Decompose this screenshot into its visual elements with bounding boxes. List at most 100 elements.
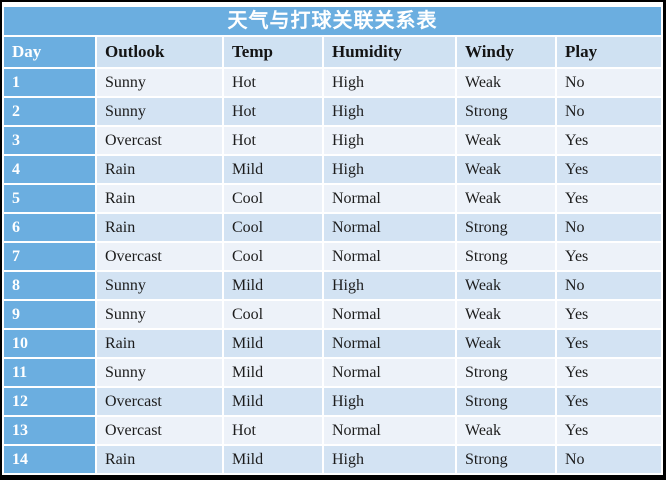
data-cell: Mild (224, 330, 322, 357)
data-cell: No (557, 446, 661, 473)
column-header-windy: Windy (457, 37, 555, 67)
data-cell: Cool (224, 243, 322, 270)
data-cell: Weak (457, 127, 555, 154)
data-cell: Sunny (97, 272, 222, 299)
table-body: 1 Sunny Hot High Weak No 2 Sunny Hot High Strong No… (4, 69, 661, 473)
data-cell: Sunny (97, 69, 222, 96)
data-cell: Overcast (97, 243, 222, 270)
data-cell: Sunny (97, 359, 222, 386)
data-cell: High (324, 156, 455, 183)
data-cell: Yes (557, 156, 661, 183)
data-cell: Rain (97, 446, 222, 473)
data-cell: Mild (224, 446, 322, 473)
data-cell: Normal (324, 301, 455, 328)
data-cell: Mild (224, 359, 322, 386)
data-cell: Weak (457, 301, 555, 328)
data-cell: Overcast (97, 388, 222, 415)
data-cell: Normal (324, 185, 455, 212)
day-cell: 3 (4, 127, 95, 154)
table-row: 12 Overcast Mild High Strong Yes (4, 388, 661, 415)
data-cell: Weak (457, 156, 555, 183)
data-cell: Normal (324, 359, 455, 386)
data-cell: Weak (457, 185, 555, 212)
table-row: 10 Rain Mild Normal Weak Yes (4, 330, 661, 357)
day-cell: 9 (4, 301, 95, 328)
data-cell: Cool (224, 301, 322, 328)
day-cell: 13 (4, 417, 95, 444)
table-header-row: Day Outlook Temp Humidity Windy Play (4, 37, 661, 67)
day-cell: 14 (4, 446, 95, 473)
day-cell: 11 (4, 359, 95, 386)
data-cell: No (557, 272, 661, 299)
data-cell: Yes (557, 243, 661, 270)
data-cell: Strong (457, 98, 555, 125)
data-cell: Normal (324, 330, 455, 357)
data-cell: Yes (557, 301, 661, 328)
data-cell: Hot (224, 69, 322, 96)
data-cell: Yes (557, 417, 661, 444)
weather-play-table: Day Outlook Temp Humidity Windy Play 1 Su… (2, 35, 663, 475)
table-row: 8 Sunny Mild High Weak No (4, 272, 661, 299)
data-cell: Overcast (97, 127, 222, 154)
day-cell: 5 (4, 185, 95, 212)
data-cell: Rain (97, 330, 222, 357)
data-cell: Cool (224, 185, 322, 212)
table-row: 1 Sunny Hot High Weak No (4, 69, 661, 96)
data-cell: Strong (457, 243, 555, 270)
data-cell: Yes (557, 185, 661, 212)
data-cell: Hot (224, 127, 322, 154)
data-cell: Yes (557, 359, 661, 386)
data-cell: High (324, 446, 455, 473)
data-cell: Weak (457, 417, 555, 444)
day-cell: 6 (4, 214, 95, 241)
table-row: 14 Rain Mild High Strong No (4, 446, 661, 473)
table-title: 天气与打球关联关系表 (4, 7, 661, 35)
day-cell: 10 (4, 330, 95, 357)
data-cell: Rain (97, 156, 222, 183)
data-cell: No (557, 98, 661, 125)
column-header-temp: Temp (224, 37, 322, 67)
data-cell: Mild (224, 156, 322, 183)
column-header-humidity: Humidity (324, 37, 455, 67)
data-cell: Normal (324, 417, 455, 444)
data-cell: No (557, 214, 661, 241)
data-cell: Strong (457, 359, 555, 386)
data-cell: Strong (457, 388, 555, 415)
table-row: 5 Rain Cool Normal Weak Yes (4, 185, 661, 212)
table-row: 6 Rain Cool Normal Strong No (4, 214, 661, 241)
table-row: 3 Overcast Hot High Weak Yes (4, 127, 661, 154)
table-row: 11 Sunny Mild Normal Strong Yes (4, 359, 661, 386)
data-cell: High (324, 127, 455, 154)
data-cell: High (324, 388, 455, 415)
data-cell: Yes (557, 330, 661, 357)
data-cell: Strong (457, 446, 555, 473)
data-cell: No (557, 69, 661, 96)
table-row: 9 Sunny Cool Normal Weak Yes (4, 301, 661, 328)
column-header-day: Day (4, 37, 95, 67)
data-cell: Hot (224, 417, 322, 444)
day-cell: 7 (4, 243, 95, 270)
data-cell: High (324, 69, 455, 96)
data-cell: Mild (224, 388, 322, 415)
data-cell: Weak (457, 69, 555, 96)
data-cell: Rain (97, 185, 222, 212)
data-cell: Sunny (97, 301, 222, 328)
data-cell: Yes (557, 388, 661, 415)
data-cell: Weak (457, 272, 555, 299)
table-row: 2 Sunny Hot High Strong No (4, 98, 661, 125)
day-cell: 4 (4, 156, 95, 183)
day-cell: 1 (4, 69, 95, 96)
data-cell: Normal (324, 243, 455, 270)
data-cell: Strong (457, 214, 555, 241)
data-cell: Hot (224, 98, 322, 125)
data-cell: High (324, 98, 455, 125)
day-cell: 2 (4, 98, 95, 125)
data-cell: Mild (224, 272, 322, 299)
data-cell: Yes (557, 127, 661, 154)
data-cell: Weak (457, 330, 555, 357)
data-cell: Sunny (97, 98, 222, 125)
data-cell: Cool (224, 214, 322, 241)
column-header-play: Play (557, 37, 661, 67)
column-header-outlook: Outlook (97, 37, 222, 67)
